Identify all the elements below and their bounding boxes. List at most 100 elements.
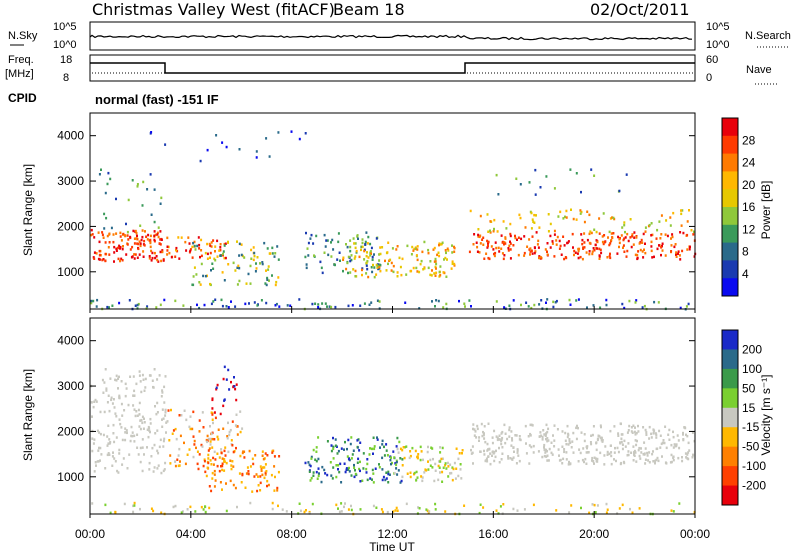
echo-cell	[625, 255, 628, 258]
echo-cell	[657, 301, 660, 304]
echo-cell	[563, 450, 566, 454]
echo-cell	[162, 469, 165, 473]
echo-cell	[627, 450, 630, 453]
echo-cell	[236, 266, 239, 269]
echo-cell	[598, 257, 601, 260]
echo-cell	[586, 238, 589, 242]
echo-cell	[508, 244, 511, 248]
echo-cell	[595, 441, 598, 444]
echo-cell	[336, 452, 339, 455]
echo-cell	[193, 266, 196, 269]
echo-cell	[337, 468, 339, 471]
echo-cell	[211, 397, 214, 400]
echo-cell	[396, 245, 399, 248]
echo-cell	[156, 231, 159, 235]
velocity-heatmap	[90, 365, 696, 516]
echo-cell	[644, 242, 646, 245]
echo-cell	[354, 472, 357, 476]
echo-cell	[334, 263, 336, 267]
echo-cell	[201, 411, 204, 414]
echo-cell	[532, 503, 535, 507]
echo-cell	[512, 244, 515, 247]
echo-cell	[206, 466, 209, 469]
echo-cell	[434, 469, 437, 472]
echo-cell	[263, 241, 266, 245]
echo-cell	[213, 469, 216, 473]
echo-cell	[133, 237, 136, 240]
echo-cell	[590, 231, 593, 235]
echo-cell	[546, 298, 549, 301]
echo-cell	[495, 246, 498, 250]
echo-cell	[504, 236, 507, 239]
noise-right-tick-top: 10^5	[706, 21, 730, 33]
echo-cell	[321, 465, 324, 469]
x-tick-label: 00:00	[75, 527, 105, 541]
echo-cell	[261, 262, 264, 266]
echo-cell	[138, 413, 141, 416]
echo-cell	[385, 477, 388, 480]
echo-cell	[223, 469, 226, 472]
echo-cell	[150, 249, 153, 253]
echo-cell	[151, 256, 154, 260]
echo-cell	[468, 250, 471, 254]
echo-cell	[112, 451, 114, 454]
echo-cell	[133, 257, 136, 260]
echo-cell	[217, 438, 220, 441]
echo-cell	[674, 444, 677, 448]
echo-cell	[166, 253, 169, 256]
echo-cell	[307, 461, 310, 464]
echo-cell	[134, 229, 137, 233]
echo-cell	[228, 433, 231, 437]
echo-cell	[124, 427, 127, 430]
echo-cell	[305, 509, 307, 512]
echo-cell	[460, 477, 463, 480]
echo-cell	[330, 255, 333, 258]
echo-cell	[409, 475, 412, 479]
echo-cell	[171, 432, 174, 435]
echo-cell	[622, 238, 625, 242]
echo-cell	[138, 240, 141, 243]
echo-cell	[266, 276, 269, 280]
echo-cell	[254, 270, 257, 273]
echo-cell	[604, 445, 607, 448]
echo-cell	[152, 386, 155, 389]
echo-cell	[612, 216, 615, 220]
echo-cell	[626, 454, 629, 457]
cpid-label: CPID	[8, 91, 37, 105]
echo-cell	[251, 490, 254, 493]
echo-cell	[259, 481, 262, 485]
echo-cell	[531, 235, 534, 238]
echo-cell	[579, 212, 582, 215]
echo-cell	[573, 249, 576, 253]
echo-cell	[378, 259, 381, 262]
echo-cell	[563, 448, 566, 451]
echo-cell	[606, 508, 609, 511]
echo-cell	[409, 454, 412, 458]
echo-cell	[644, 462, 647, 465]
echo-cell	[213, 411, 216, 414]
echo-cell	[493, 254, 496, 258]
echo-cell	[496, 438, 499, 442]
echo-cell	[236, 433, 239, 436]
echo-cell	[396, 436, 399, 440]
echo-cell	[224, 446, 227, 449]
echo-cell	[143, 421, 146, 424]
echo-cell	[104, 191, 107, 195]
echo-cell	[482, 433, 485, 437]
echo-cell	[545, 448, 548, 452]
echo-cell	[314, 302, 317, 305]
echo-cell	[186, 508, 189, 511]
echo-cell	[606, 256, 609, 259]
echo-cell	[548, 447, 551, 451]
echo-cell	[93, 257, 96, 260]
echo-cell	[160, 259, 163, 263]
echo-cell	[372, 263, 374, 267]
echo-cell	[378, 253, 381, 256]
echo-cell	[330, 449, 333, 453]
echo-cell	[164, 414, 167, 417]
echo-cell	[421, 479, 424, 483]
echo-cell	[230, 380, 232, 384]
echo-cell	[688, 209, 690, 212]
